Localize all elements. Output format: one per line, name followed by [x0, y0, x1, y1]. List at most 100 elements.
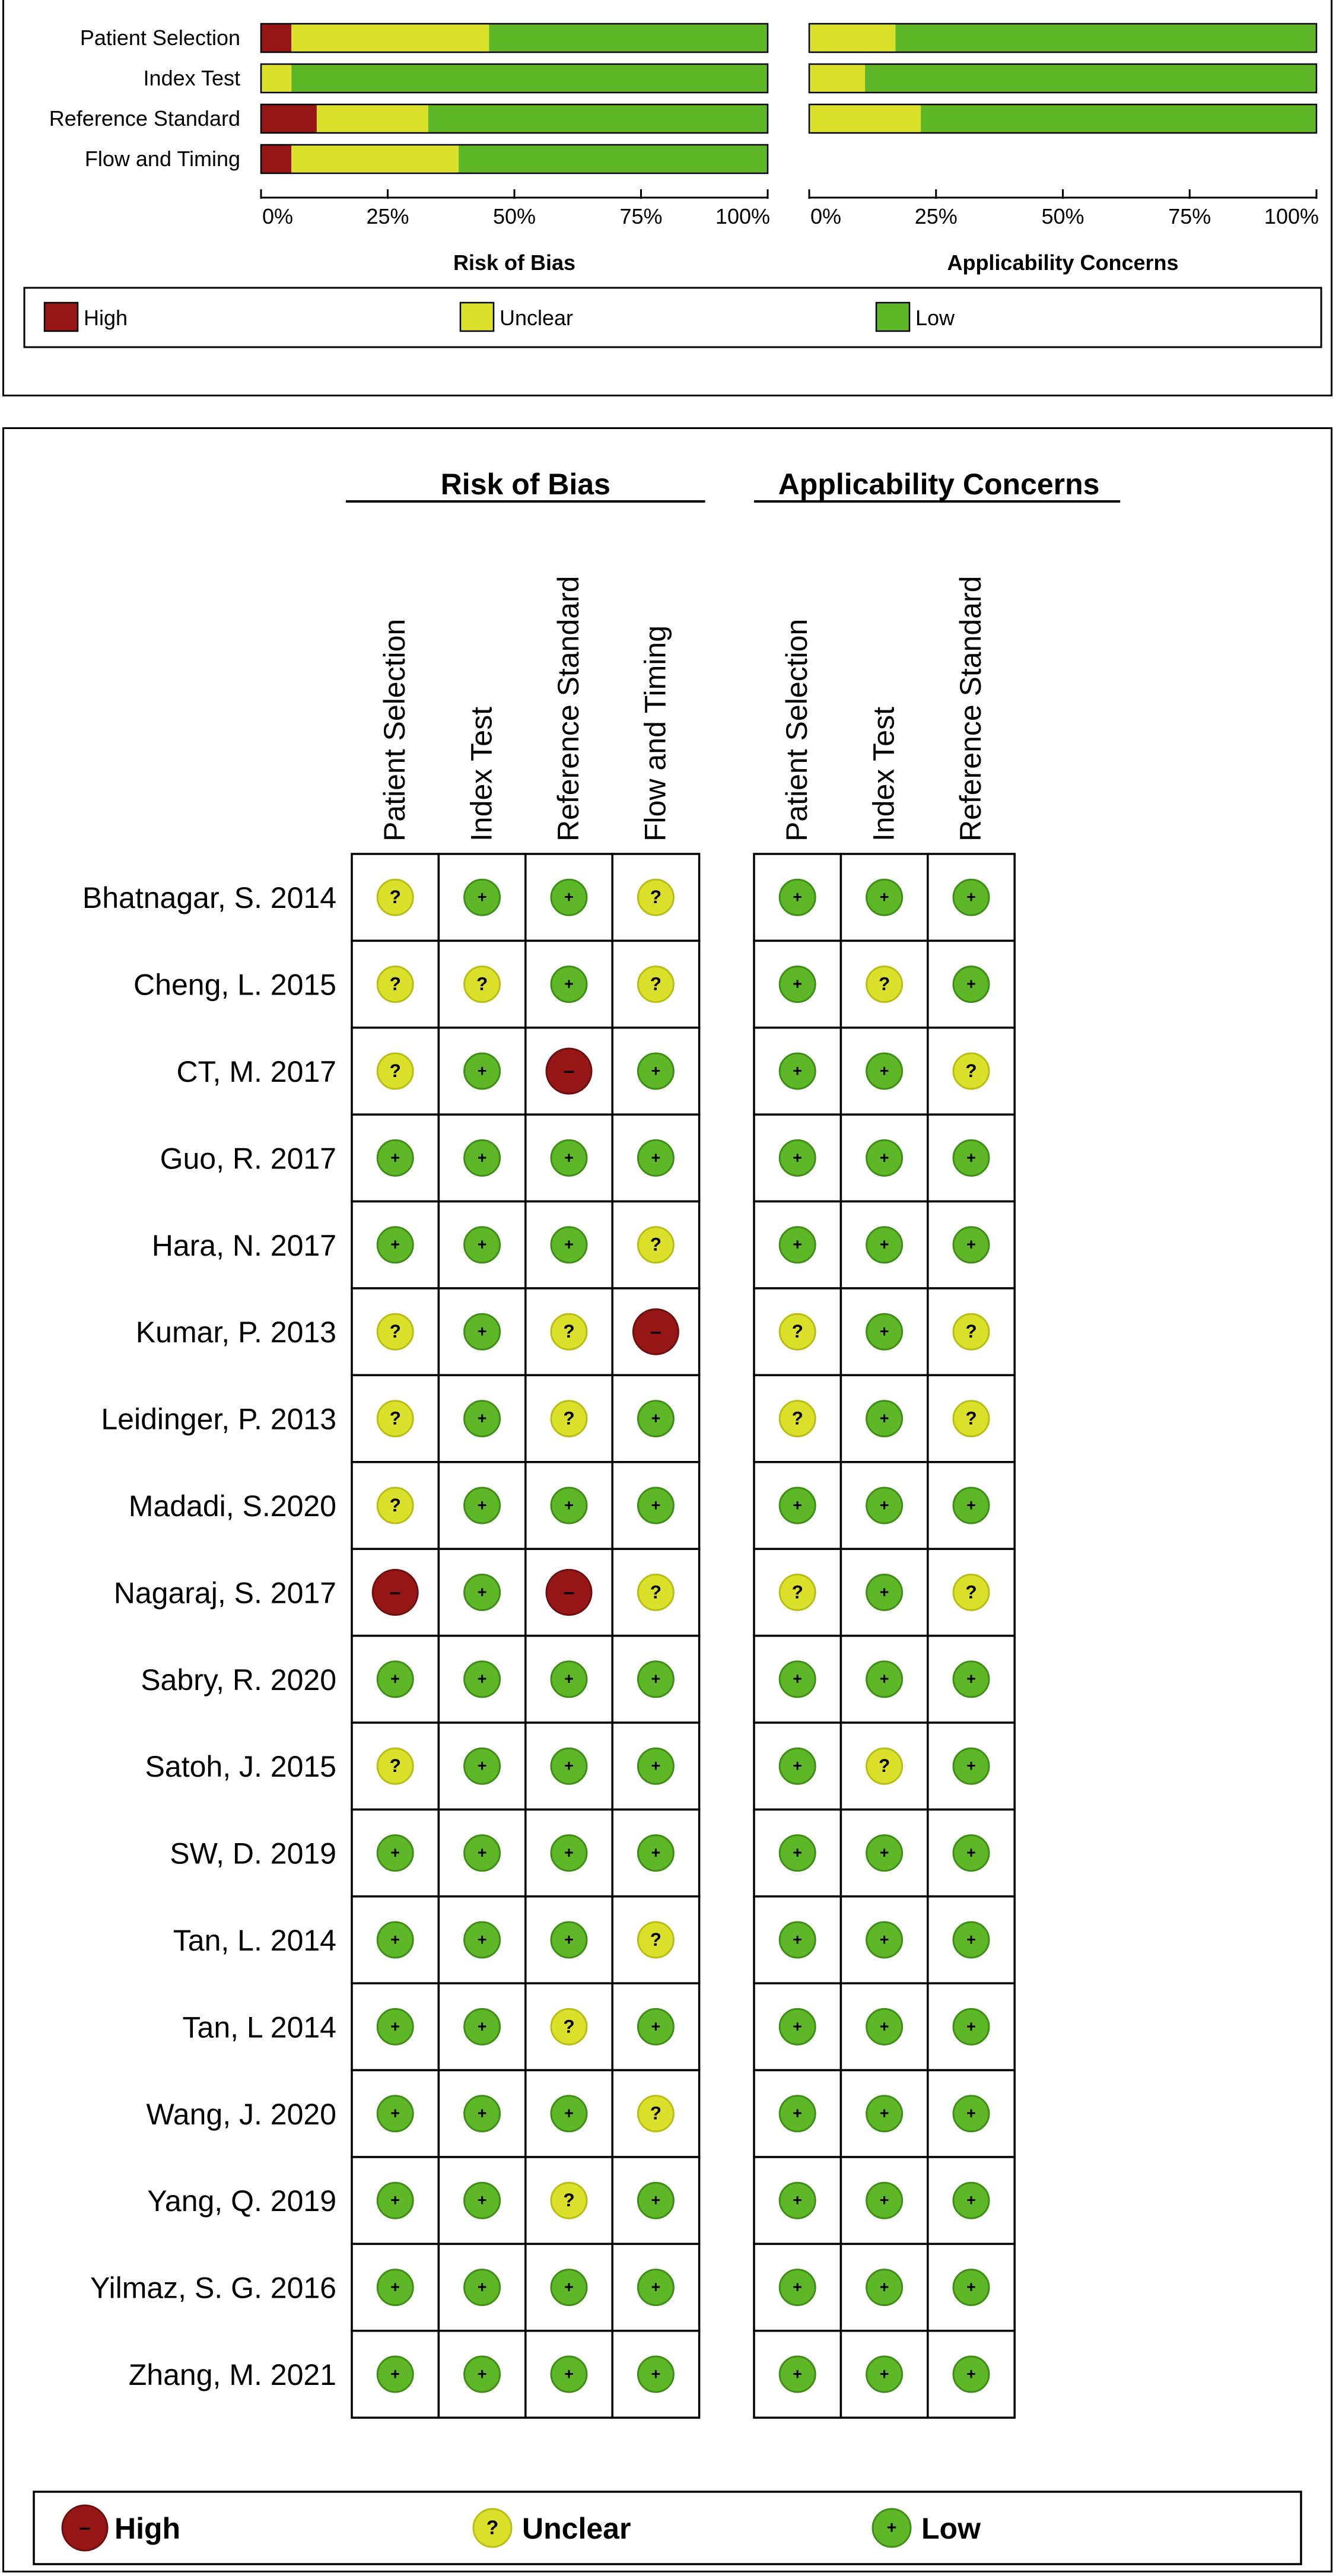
rob-cell-low-marker — [550, 1660, 588, 1698]
rob-cell-low-marker — [463, 1660, 501, 1698]
legend-low-marker — [872, 2508, 912, 2548]
ac-cell-low-symbol: + — [966, 2365, 976, 2383]
rob-cell-unclear-symbol: ? — [390, 1060, 401, 1081]
bar-outline-risk-of-bias-patient-selection — [260, 23, 769, 53]
rob-cell-low-symbol: + — [478, 1149, 487, 1167]
rob-cell-low-symbol: + — [564, 1235, 574, 1253]
rob-cell-low-marker — [637, 1139, 675, 1177]
legend-high-symbol: – — [79, 2517, 90, 2539]
rob-cell-low-symbol: + — [478, 1930, 487, 1948]
ac-cell-unclear-symbol: ? — [879, 973, 890, 995]
category-label-reference-standard: Reference Standard — [49, 106, 240, 131]
ac-cell-low-marker — [866, 1400, 904, 1438]
rob-cell-low-symbol: + — [478, 2018, 487, 2035]
ac-cell-low-marker — [952, 2355, 990, 2393]
rob-cell-low-symbol: + — [651, 2365, 661, 2383]
column-header-rob-patient-selection: Patient Selection — [378, 619, 411, 841]
category-label-index-test: Index Test — [144, 66, 240, 90]
rob-cell-low-marker — [550, 2095, 588, 2133]
ac-cell-unclear-symbol: ? — [792, 1320, 803, 1342]
ac-cell-low-symbol: + — [966, 975, 976, 993]
ac-cell-low-marker — [866, 2008, 904, 2045]
rob-cell-low-symbol: + — [651, 1670, 661, 1688]
ac-cell-low-symbol: + — [966, 1496, 976, 1514]
ac-cell-low-symbol: + — [966, 1670, 976, 1688]
ac-cell-unclear-marker — [952, 1573, 990, 1611]
bar-applicability-concerns-index-test-low — [865, 64, 1316, 93]
ac-cell-low-marker — [866, 2355, 904, 2393]
ac-cell-low-marker — [952, 1139, 990, 1177]
rob-cell-low-symbol: + — [390, 1235, 400, 1253]
legend-label-high: High — [115, 2512, 180, 2545]
ac-cell-low-marker — [866, 1921, 904, 1959]
rob-cell-low-marker — [463, 2095, 501, 2133]
legend-high-marker — [61, 2504, 109, 2552]
rob-cell-low-symbol: + — [390, 1670, 400, 1688]
bar-applicability-concerns-patient-selection-unclear — [809, 24, 896, 52]
rob-cell-unclear-symbol: ? — [390, 1755, 401, 1776]
study-label: Leidinger, P. 2013 — [101, 1403, 336, 1436]
rob-cell-low-marker — [550, 965, 588, 1003]
rob-cell-low-symbol: + — [390, 2365, 400, 2383]
rob-cell-low-symbol: + — [478, 1496, 487, 1514]
column-header-rob-reference-standard: Reference Standard — [552, 576, 585, 841]
ac-cell-low-symbol: + — [966, 1757, 976, 1775]
rob-cell-low-symbol: + — [651, 1844, 661, 1862]
rob-cell-unclear-symbol: ? — [390, 886, 401, 907]
rob-cell-low-symbol: + — [390, 2191, 400, 2209]
ac-cell-low-marker — [778, 1747, 816, 1785]
study-label: Wang, J. 2020 — [146, 2098, 336, 2131]
ac-cell-unclear-marker — [778, 1313, 816, 1351]
legend-swatch-low — [875, 301, 911, 332]
rob-cell-low-symbol: + — [390, 1844, 400, 1862]
rob-cell-low-marker — [463, 1139, 501, 1177]
rob-cell-low-symbol: + — [651, 1409, 661, 1427]
study-label: Satoh, J. 2015 — [145, 1750, 336, 1783]
rob-cell-unclear-symbol: ? — [390, 1494, 401, 1516]
ac-cell-low-symbol: + — [966, 1844, 976, 1862]
rob-cell-low-marker — [463, 1573, 501, 1611]
legend-low-symbol: + — [887, 2518, 897, 2537]
study-label: Madadi, S.2020 — [129, 1489, 336, 1523]
rob-cell-low-symbol: + — [390, 1149, 400, 1167]
legend-box — [33, 2491, 1302, 2565]
rob-cell-low-symbol: + — [564, 1670, 574, 1688]
x-tick-label-risk-of-bias-2: 50% — [493, 204, 536, 228]
ac-cell-low-marker — [952, 1834, 990, 1872]
rob-cell-low-symbol: + — [478, 1757, 487, 1775]
x-tick-label-risk-of-bias-1: 25% — [366, 204, 409, 228]
grid-cell-rob — [351, 1548, 440, 1637]
rob-cell-unclear-marker — [376, 1313, 414, 1351]
rob-cell-low-marker — [463, 2008, 501, 2045]
rob-cell-low-marker — [463, 1226, 501, 1264]
ac-cell-low-symbol: + — [880, 1583, 889, 1601]
rob-cell-low-symbol: + — [478, 2278, 487, 2296]
traffic-light-table-panel: Risk of Bias Applicability Concerns Patien… — [2, 427, 1332, 2572]
ac-cell-low-marker — [866, 878, 904, 916]
rob-cell-low-symbol: + — [478, 888, 487, 906]
rob-cell-unclear-marker — [376, 878, 414, 916]
ac-cell-low-marker — [778, 878, 816, 916]
rob-cell-low-symbol: + — [564, 1757, 574, 1775]
ac-cell-low-symbol: + — [880, 2278, 889, 2296]
rob-cell-low-marker — [637, 1834, 675, 1872]
study-label: Tan, L 2014 — [183, 2010, 336, 2044]
rob-cell-low-symbol: + — [564, 975, 574, 993]
ac-cell-low-marker — [866, 1226, 904, 1264]
rob-cell-high-marker — [545, 1568, 593, 1616]
study-label: Guo, R. 2017 — [160, 1142, 336, 1175]
ac-cell-low-marker — [778, 1834, 816, 1872]
ac-cell-low-marker — [952, 1226, 990, 1264]
rob-cell-low-marker — [463, 1747, 501, 1785]
bar-applicability-concerns-reference-standard-low — [921, 104, 1316, 133]
x-tick-label-applicability-concerns-4: 100% — [1264, 204, 1319, 228]
ac-cell-low-symbol: + — [966, 888, 976, 906]
ac-cell-low-marker — [952, 1921, 990, 1959]
bar-applicability-concerns-patient-selection-low — [895, 24, 1316, 52]
rob-cell-unclear-symbol: ? — [390, 1320, 401, 1342]
rob-cell-low-marker — [463, 1052, 501, 1090]
ac-cell-low-marker — [866, 1486, 904, 1524]
ac-cell-low-symbol: + — [793, 1149, 802, 1167]
ac-cell-low-marker — [778, 2355, 816, 2393]
rob-cell-unclear-symbol: ? — [650, 1234, 661, 1255]
